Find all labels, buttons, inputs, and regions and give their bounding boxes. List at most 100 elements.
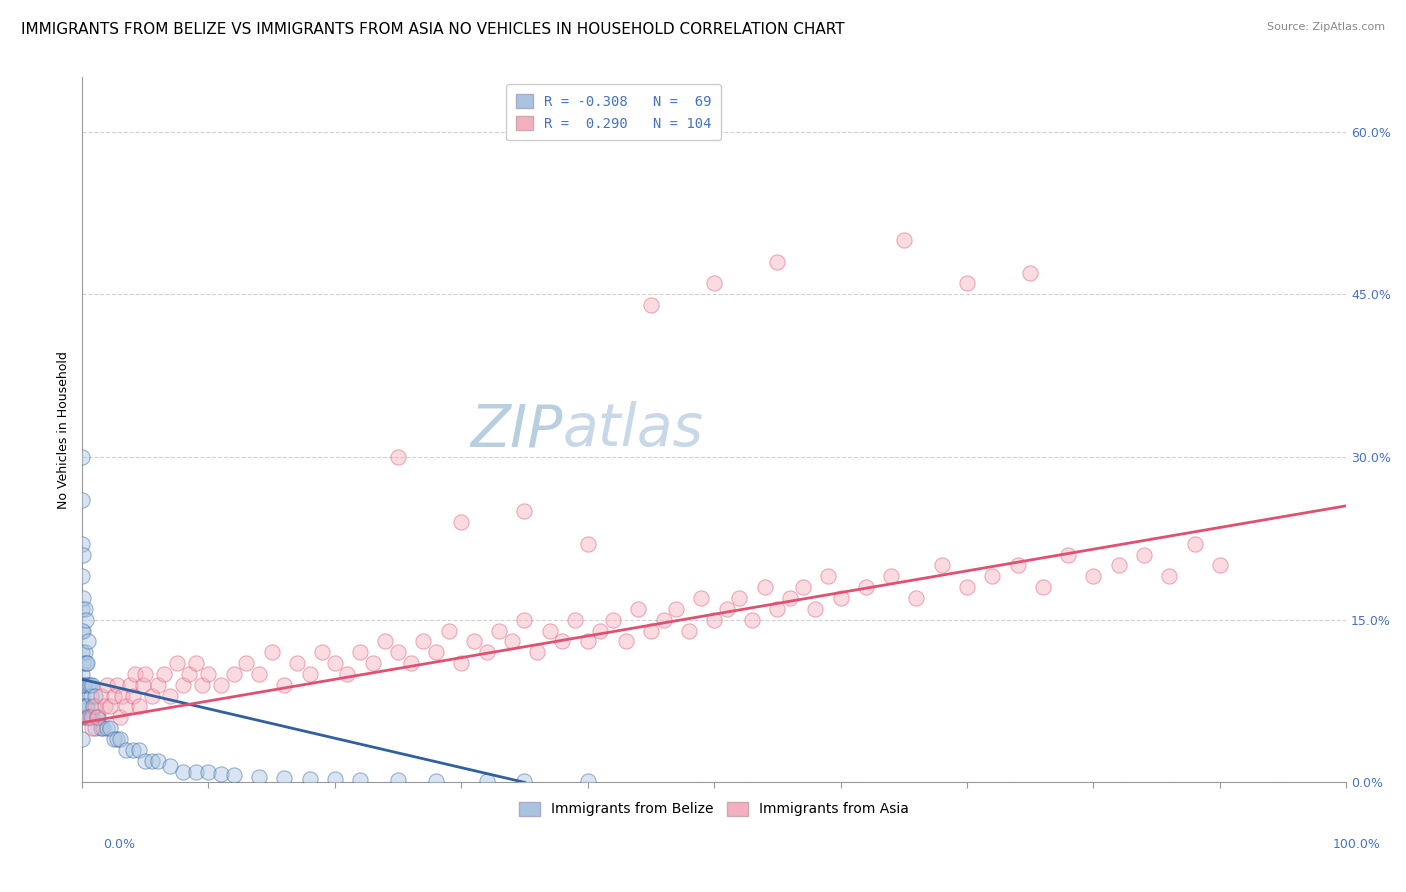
Point — [70, 689, 93, 703]
Point — [70, 624, 93, 638]
Point — [131, 678, 153, 692]
Point — [98, 721, 121, 735]
Point — [93, 721, 115, 735]
Point — [247, 666, 270, 681]
Text: ZIP: ZIP — [470, 401, 562, 458]
Point — [817, 569, 839, 583]
Point — [87, 710, 110, 724]
Point — [931, 558, 953, 573]
Point — [184, 764, 207, 779]
Point — [501, 634, 523, 648]
Point — [690, 591, 713, 605]
Point — [602, 613, 624, 627]
Point — [222, 666, 245, 681]
Point — [754, 580, 776, 594]
Point — [128, 699, 150, 714]
Point — [179, 666, 201, 681]
Text: Source: ZipAtlas.com: Source: ZipAtlas.com — [1267, 22, 1385, 32]
Point — [83, 721, 105, 735]
Point — [93, 699, 115, 714]
Point — [336, 666, 359, 681]
Point — [70, 450, 93, 464]
Point — [222, 768, 245, 782]
Point — [111, 689, 134, 703]
Point — [665, 602, 688, 616]
Point — [73, 710, 96, 724]
Point — [98, 699, 121, 714]
Point — [159, 689, 181, 703]
Point — [1019, 266, 1042, 280]
Point — [1209, 558, 1232, 573]
Point — [153, 666, 176, 681]
Point — [399, 656, 422, 670]
Point — [72, 699, 94, 714]
Point — [880, 569, 903, 583]
Point — [83, 689, 105, 703]
Point — [450, 515, 472, 529]
Point — [463, 634, 485, 648]
Point — [1032, 580, 1054, 594]
Point — [893, 233, 915, 247]
Point — [475, 645, 498, 659]
Point — [72, 624, 94, 638]
Point — [766, 602, 789, 616]
Point — [387, 773, 409, 788]
Point — [260, 645, 283, 659]
Point — [82, 678, 104, 692]
Point — [70, 569, 93, 583]
Point — [75, 613, 97, 627]
Point — [172, 678, 194, 692]
Point — [90, 689, 112, 703]
Point — [141, 754, 163, 768]
Point — [830, 591, 852, 605]
Point — [72, 656, 94, 670]
Point — [82, 699, 104, 714]
Point — [77, 710, 100, 724]
Point — [209, 678, 232, 692]
Point — [412, 634, 434, 648]
Point — [678, 624, 700, 638]
Point — [75, 699, 97, 714]
Point — [77, 710, 100, 724]
Point — [115, 743, 138, 757]
Point — [564, 613, 586, 627]
Point — [73, 645, 96, 659]
Point — [72, 591, 94, 605]
Point — [108, 710, 131, 724]
Point — [197, 666, 219, 681]
Point — [488, 624, 510, 638]
Point — [576, 774, 599, 789]
Point — [70, 666, 93, 681]
Point — [209, 766, 232, 780]
Point — [956, 580, 979, 594]
Point — [75, 656, 97, 670]
Point — [70, 731, 93, 746]
Point — [728, 591, 751, 605]
Point — [311, 645, 333, 659]
Point — [146, 678, 169, 692]
Point — [141, 689, 163, 703]
Point — [298, 666, 321, 681]
Point — [298, 772, 321, 786]
Point — [124, 666, 146, 681]
Point — [247, 770, 270, 784]
Point — [70, 602, 93, 616]
Point — [640, 624, 662, 638]
Point — [1057, 548, 1080, 562]
Point — [387, 450, 409, 464]
Point — [197, 764, 219, 779]
Point — [146, 754, 169, 768]
Point — [1159, 569, 1181, 583]
Point — [77, 634, 100, 648]
Point — [513, 774, 536, 789]
Point — [82, 721, 104, 735]
Point — [640, 298, 662, 312]
Point — [159, 759, 181, 773]
Point — [72, 678, 94, 692]
Point — [905, 591, 928, 605]
Point — [105, 731, 128, 746]
Point — [387, 645, 409, 659]
Point — [450, 656, 472, 670]
Point — [105, 678, 128, 692]
Point — [172, 764, 194, 779]
